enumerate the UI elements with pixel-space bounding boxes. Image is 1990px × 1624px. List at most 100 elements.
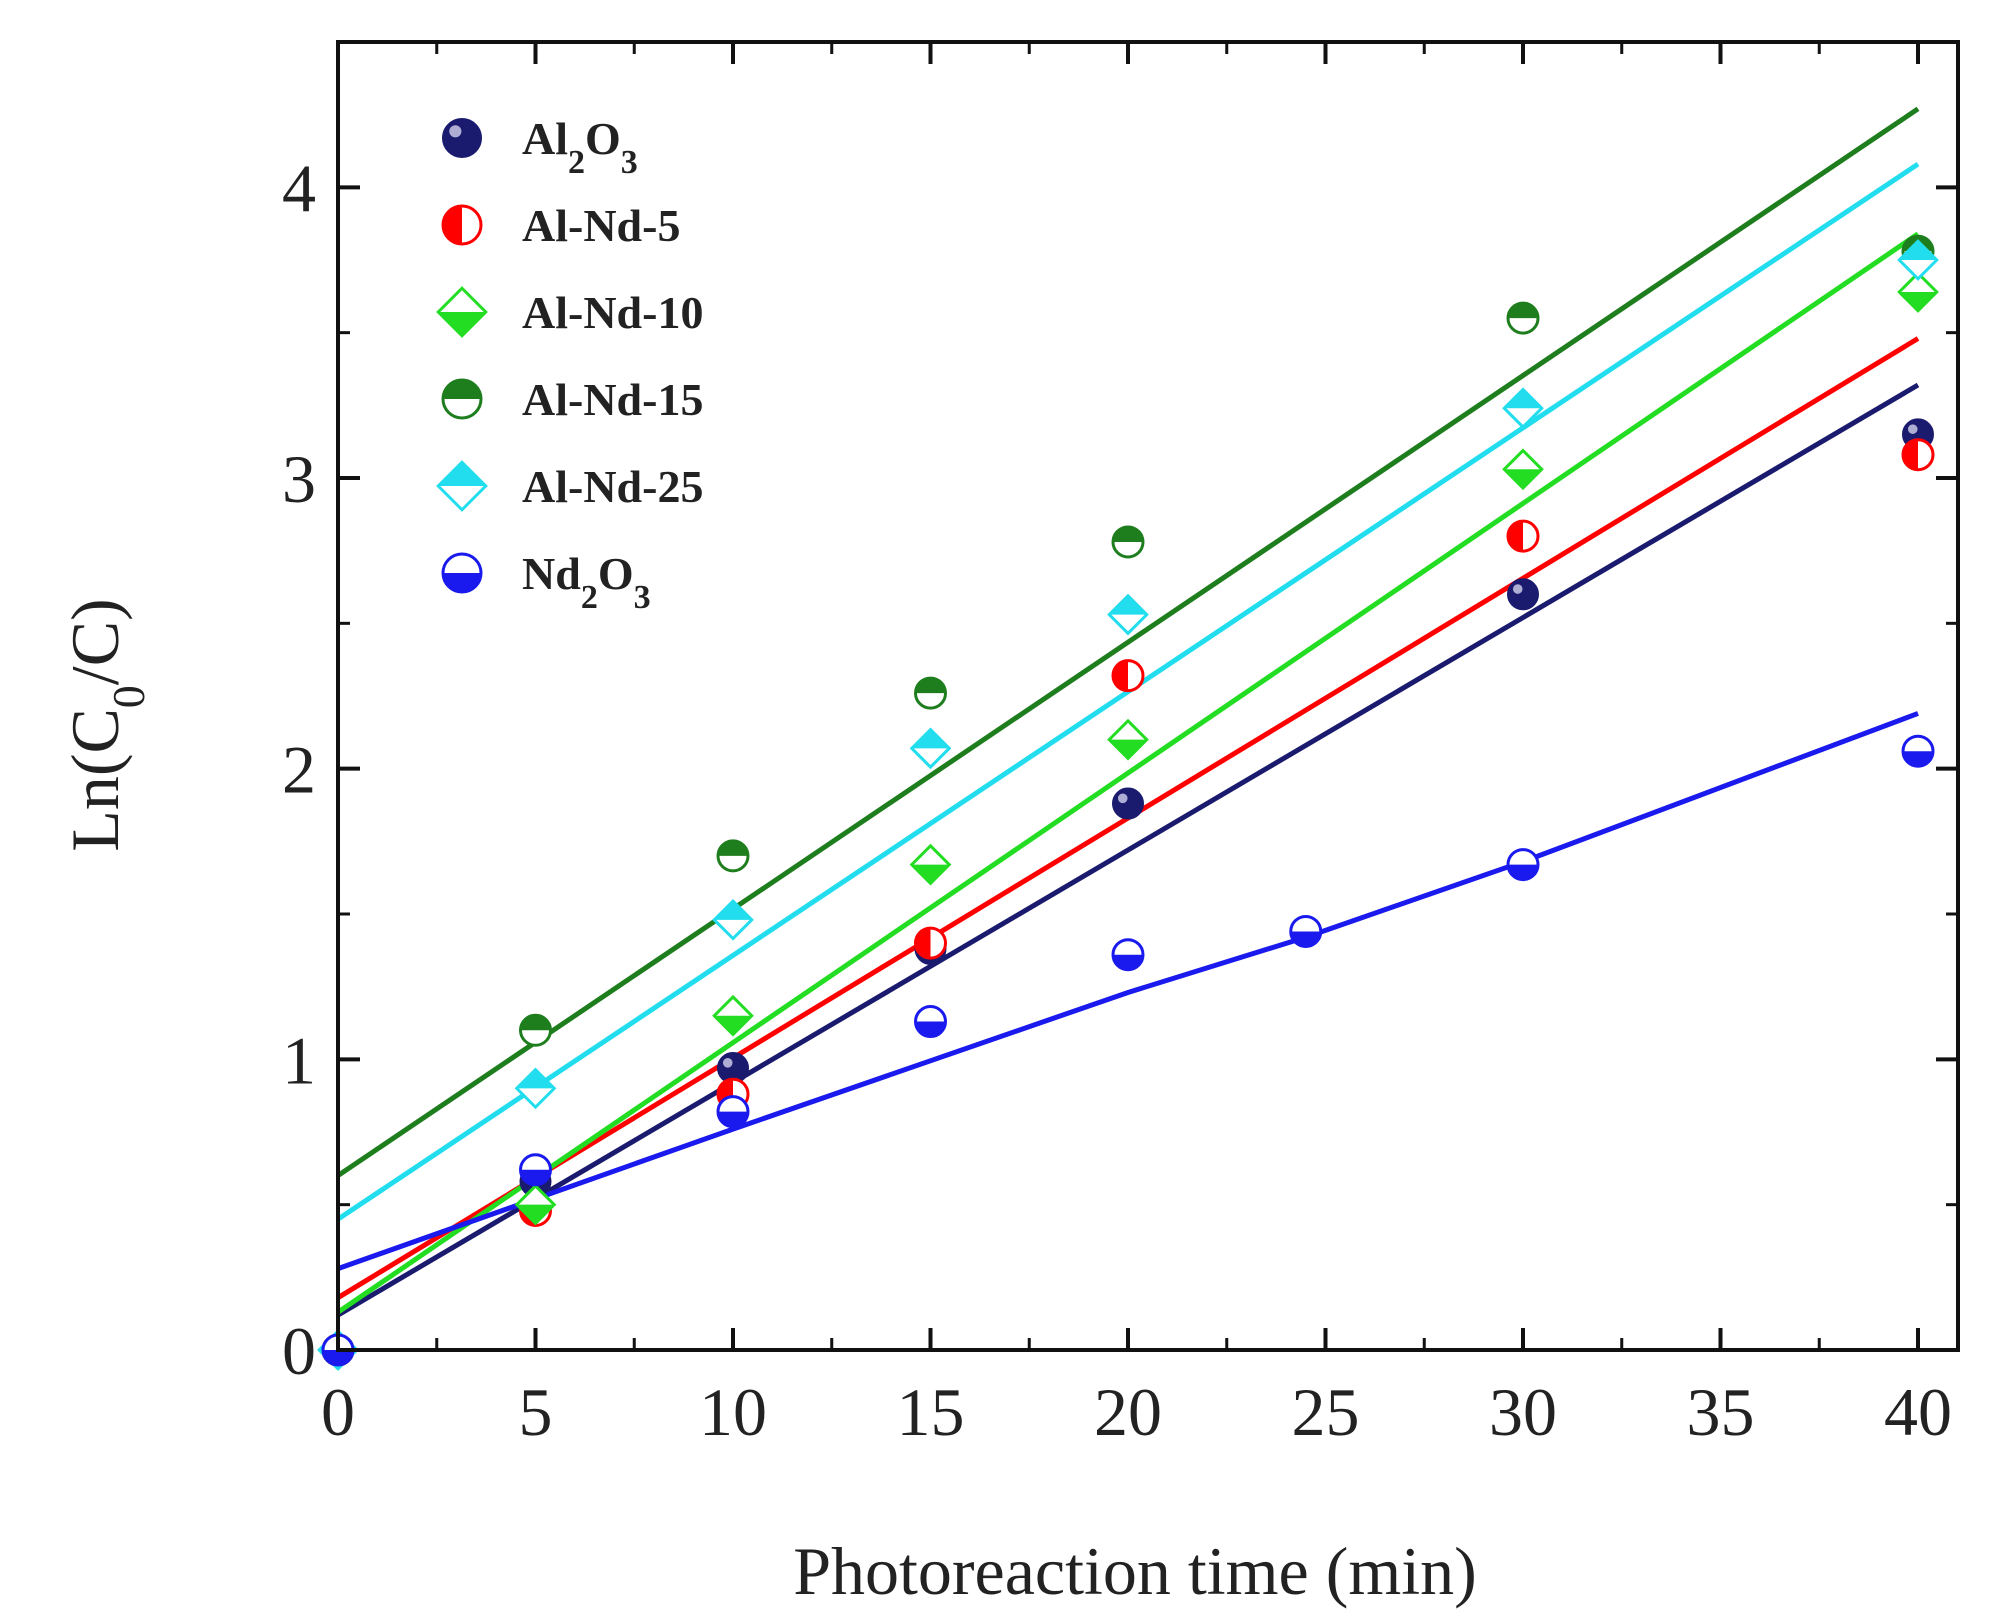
data-point-nd2o3-3 [914, 1005, 947, 1039]
data-point-nd2o3-7 [1901, 734, 1935, 768]
data-point-al-nd-15-1-fill [520, 1015, 551, 1031]
legend-marker-al-nd-25-fill [438, 462, 486, 486]
legend-label-part: Al-Nd-25 [522, 461, 703, 512]
data-point-al-nd-15-1 [519, 1013, 552, 1047]
data-point-nd2o3-6 [1506, 848, 1540, 882]
data-point-nd2o3-0-fill [323, 1350, 353, 1365]
data-point-al-nd-15-3-fill [915, 678, 946, 694]
legend-label-part: O [598, 548, 634, 599]
data-point-al-nd-10-3 [909, 843, 952, 886]
data-point-al-nd-10-6-fill [1899, 291, 1937, 311]
y-axis-label-prefix: Ln(C [57, 708, 133, 852]
fit-line-al-nd-10 [336, 231, 1920, 1315]
legend-label-part: 2 [568, 144, 585, 181]
data-point-nd2o3-4 [1111, 938, 1145, 972]
x-tick-label-25: 25 [1292, 1374, 1360, 1450]
y-tick-label-1: 1 [282, 1022, 316, 1098]
legend-marker-nd2o3-fill [443, 573, 481, 592]
fit-line-nd2o3 [337, 711, 1919, 1271]
legend-label-al-nd-25: Al-Nd-25 [522, 461, 703, 512]
data-point-al2o3-5-highlight [1512, 584, 1523, 594]
data-point-al-nd-5-5-fill [1508, 521, 1523, 552]
data-point-al-nd-10-1-fill [516, 1204, 555, 1224]
y-tick-label-0: 0 [282, 1313, 316, 1389]
data-point-nd2o3-3-fill [915, 1021, 946, 1037]
y-tick-label-2: 2 [282, 732, 316, 808]
legend-label-nd2o3: Nd2O3 [522, 548, 651, 616]
legend-marker-al-nd-10-fill [438, 312, 486, 336]
data-point-al-nd-10-4-fill [1109, 739, 1147, 759]
data-point-al-nd-5-6-fill [1903, 439, 1918, 470]
legend-marker-al2o3 [442, 118, 482, 158]
x-tick-label-20: 20 [1094, 1374, 1162, 1450]
data-point-al-nd-10-2-fill [714, 1015, 752, 1035]
legend-label-part: 2 [581, 579, 598, 616]
data-point-nd2o3-5-fill [1290, 931, 1321, 947]
data-point-al-nd-5-3-fill [915, 928, 931, 959]
data-point-al-nd-10-5-fill [1504, 469, 1542, 489]
x-tick-label-35: 35 [1687, 1374, 1755, 1450]
legend-label-part: Al-Nd-5 [522, 200, 680, 251]
data-point-al2o3-6-highlight [1907, 424, 1918, 434]
data-point-nd2o3-7-fill [1903, 751, 1933, 767]
legend-label-part: Al-Nd-10 [522, 287, 703, 338]
x-tick-label-0: 0 [321, 1374, 355, 1450]
x-axis-label: Photoreaction time (min) [793, 1533, 1477, 1609]
legend-marker-nd2o3 [441, 552, 483, 594]
data-point-al-nd-25-1 [514, 1067, 557, 1110]
legend-marker-al-nd-15-fill [443, 380, 481, 399]
x-tick-label-15: 15 [897, 1374, 965, 1450]
legend-marker-al-nd-15 [441, 378, 483, 420]
data-point-al-nd-25-3 [909, 727, 952, 770]
data-point-al-nd-10-6 [1897, 271, 1939, 313]
legend-marker-al-nd-25 [436, 460, 488, 512]
data-point-al2o3-2-highlight [722, 1058, 733, 1068]
data-point-al-nd-10-3-fill [911, 864, 950, 884]
legend-marker-al-nd-5-fill [443, 206, 462, 244]
data-point-al-nd-5-4-fill [1113, 660, 1128, 691]
legend-label-part: 3 [634, 579, 651, 616]
legend-label-part: 3 [621, 144, 638, 181]
x-tick-label-5: 5 [519, 1374, 553, 1450]
data-point-al-nd-5-4 [1111, 659, 1145, 693]
data-point-al-nd-15-2-fill [718, 840, 748, 856]
data-point-al-nd-25-4-fill [1109, 595, 1147, 615]
data-point-al-nd-25-6 [1897, 239, 1939, 281]
legend-label-part: Al [522, 113, 568, 164]
y-tick-label-3: 3 [282, 441, 316, 517]
legend-label-part: Al-Nd-15 [522, 374, 703, 425]
data-point-al-nd-10-1 [514, 1183, 557, 1226]
data-point-al-nd-10-5 [1502, 448, 1544, 491]
x-tick-label-40: 40 [1884, 1374, 1952, 1450]
legend: Al2O3Al-Nd-5Al-Nd-10Al-Nd-15Al-Nd-25Nd2O… [436, 113, 703, 616]
data-point-al-nd-25-1-fill [516, 1069, 555, 1089]
data-point-nd2o3-1-fill [520, 1169, 551, 1185]
data-point-al2o3-5 [1507, 578, 1539, 611]
data-point-al2o3-4 [1112, 787, 1144, 820]
y-axis-label: Ln(C0/C) [57, 598, 154, 851]
fit-line-al2o3 [336, 382, 1920, 1318]
data-point-nd2o3-2-fill [718, 1111, 748, 1127]
fit-line-al-nd-15 [336, 106, 1920, 1178]
legend-marker-al2o3-highlight [449, 125, 462, 138]
data-point-al-nd-15-3 [914, 676, 947, 710]
y-axis-label-sub: 0 [103, 685, 154, 708]
legend-label-al-nd-10: Al-Nd-10 [522, 287, 703, 338]
data-point-nd2o3-6-fill [1508, 864, 1538, 880]
data-point-al-nd-5-3 [914, 926, 947, 960]
legend-label-al-nd-15: Al-Nd-15 [522, 374, 703, 425]
legend-marker-al-nd-5 [441, 204, 483, 246]
legend-label-al2o3: Al2O3 [522, 113, 638, 181]
data-point-al-nd-15-5-fill [1508, 303, 1538, 319]
data-point-al-nd-25-5 [1502, 387, 1544, 430]
data-point-al2o3-4-body [1112, 787, 1144, 820]
data-point-al-nd-25-6-fill [1899, 241, 1937, 260]
data-point-al-nd-10-2 [712, 994, 754, 1037]
x-tick-label-30: 30 [1489, 1374, 1557, 1450]
data-point-al-nd-25-2 [712, 898, 754, 941]
data-point-al-nd-25-4 [1107, 593, 1149, 636]
data-point-al-nd-5-5 [1506, 519, 1540, 553]
data-point-al-nd-15-5 [1506, 301, 1540, 335]
